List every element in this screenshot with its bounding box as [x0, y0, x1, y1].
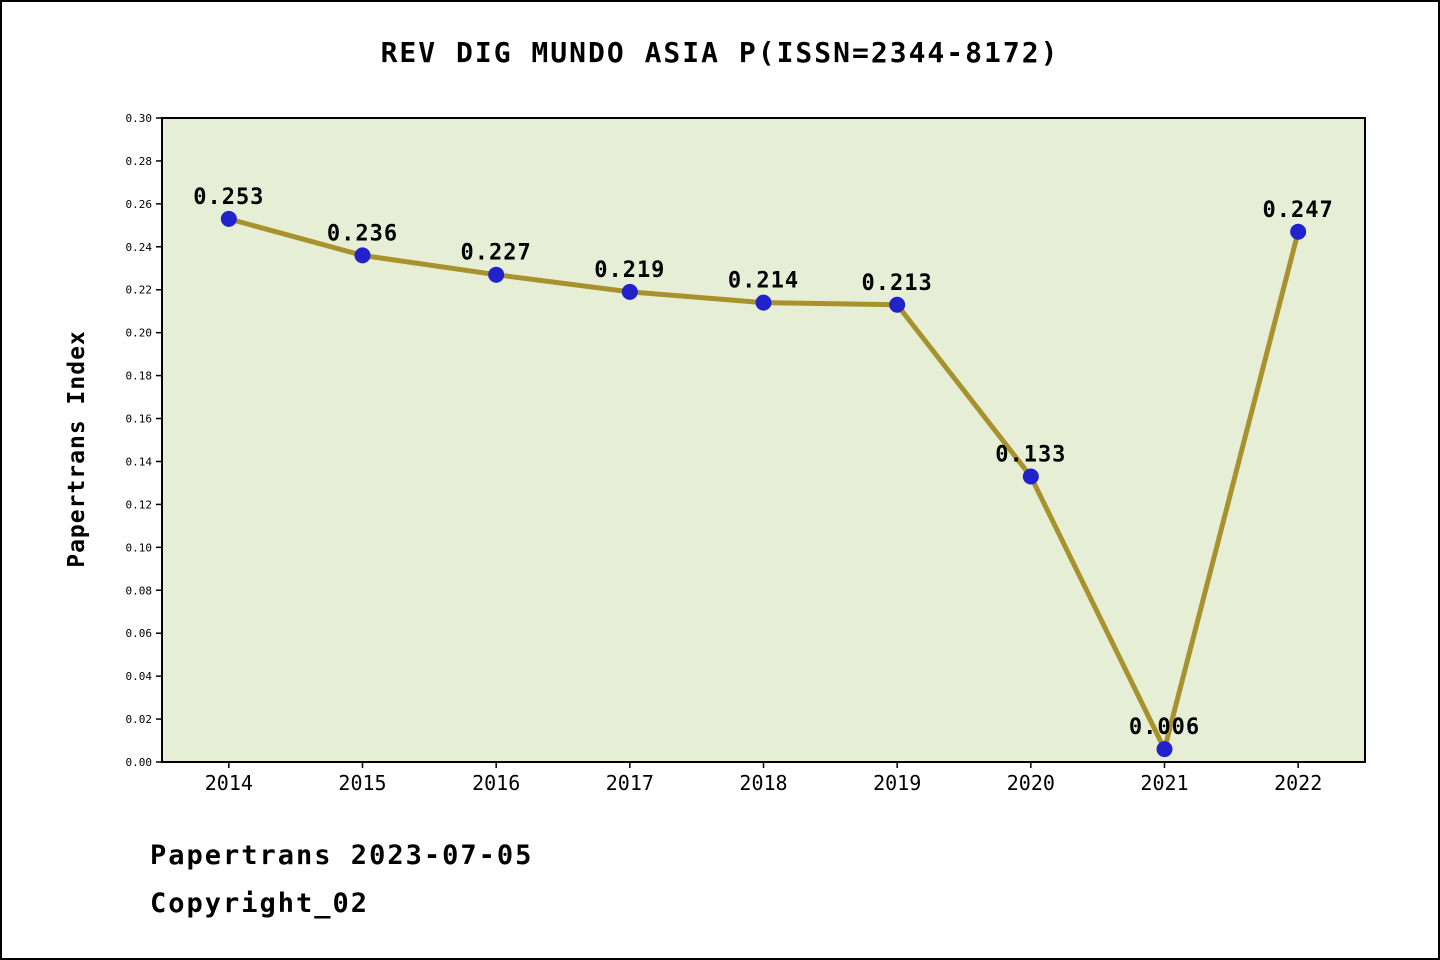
data-point-label: 0.227	[461, 241, 532, 266]
y-tick-label: 0.26	[126, 198, 153, 211]
data-point	[755, 294, 772, 311]
data-point	[488, 266, 505, 283]
footer-copyright: Copyright_02	[150, 888, 370, 919]
data-point	[1290, 223, 1307, 240]
y-tick-label: 0.08	[126, 584, 153, 597]
data-point-label: 0.253	[193, 185, 264, 210]
data-point-label: 0.236	[327, 221, 398, 246]
y-tick-label: 0.02	[126, 713, 153, 726]
data-point-label: 0.247	[1263, 198, 1334, 223]
x-tick-label: 2015	[338, 771, 386, 795]
data-point	[1022, 468, 1039, 485]
data-point	[220, 210, 237, 227]
y-tick-label: 0.20	[126, 327, 153, 340]
data-point-label: 0.006	[1129, 715, 1200, 740]
y-tick-label: 0.12	[126, 498, 153, 511]
y-tick-label: 0.06	[126, 627, 153, 640]
y-tick-label: 0.28	[126, 155, 153, 168]
x-tick-label: 2020	[1007, 771, 1055, 795]
x-tick-label: 2022	[1274, 771, 1322, 795]
y-tick-label: 0.00	[126, 756, 153, 769]
data-point-label: 0.219	[594, 258, 665, 283]
data-point	[621, 283, 638, 300]
x-tick-label: 2021	[1140, 771, 1188, 795]
x-tick-label: 2018	[739, 771, 787, 795]
x-tick-label: 2016	[472, 771, 520, 795]
y-tick-label: 0.04	[126, 670, 153, 683]
data-point	[889, 296, 906, 313]
data-point-label: 0.213	[862, 271, 933, 296]
data-point	[354, 247, 371, 264]
y-tick-label: 0.18	[126, 370, 153, 383]
x-tick-label: 2014	[205, 771, 253, 795]
x-tick-label: 2019	[873, 771, 921, 795]
data-point-label: 0.133	[995, 442, 1066, 467]
y-tick-label: 0.30	[126, 112, 153, 125]
data-point	[1156, 741, 1173, 758]
x-tick-label: 2017	[606, 771, 654, 795]
data-point-label: 0.214	[728, 269, 799, 294]
y-tick-label: 0.22	[126, 284, 153, 297]
y-tick-label: 0.14	[126, 455, 153, 468]
footer-date: Papertrans 2023-07-05	[150, 840, 534, 871]
y-tick-label: 0.24	[126, 241, 153, 254]
chart-title: REV DIG MUNDO ASIA P(ISSN=2344-8172)	[380, 36, 1060, 69]
y-tick-label: 0.16	[126, 413, 153, 426]
y-tick-label: 0.10	[126, 541, 153, 554]
plot-area	[161, 117, 1366, 763]
